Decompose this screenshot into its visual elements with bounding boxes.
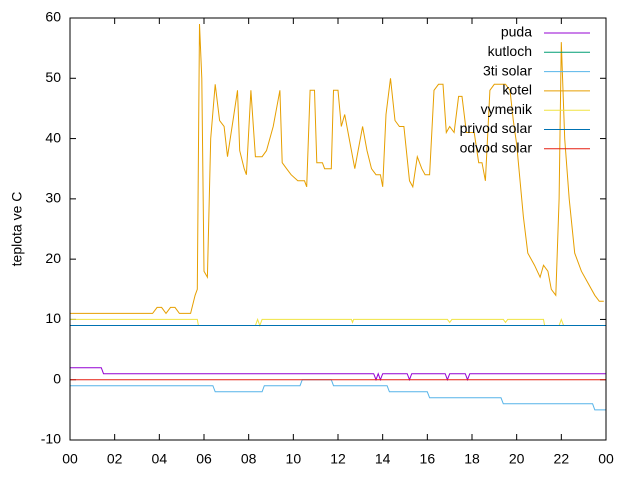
- series-line: [70, 379, 606, 411]
- y-tick-label: 30: [45, 190, 61, 206]
- y-tick-label: 40: [45, 129, 61, 145]
- y-axis-label: teplota ve C: [9, 192, 25, 267]
- x-tick-label: 00: [598, 451, 614, 467]
- legend-label: puda: [501, 24, 532, 40]
- legend-label: vymenik: [481, 101, 533, 117]
- x-tick-label: 22: [554, 451, 570, 467]
- x-tick-label: 12: [330, 451, 346, 467]
- x-tick-label: 14: [375, 451, 391, 467]
- x-tick-label: 00: [62, 451, 78, 467]
- series-line: [70, 317, 606, 327]
- series-line: [70, 367, 606, 382]
- y-tick-label: 60: [45, 9, 61, 25]
- legend-label: privod solar: [460, 120, 533, 136]
- x-tick-label: 20: [509, 451, 525, 467]
- legend-label: 3ti solar: [483, 62, 532, 78]
- legend-label: kutloch: [488, 43, 532, 59]
- x-tick-label: 10: [286, 451, 302, 467]
- x-tick-label: 06: [196, 451, 212, 467]
- y-tick-label: -10: [41, 431, 61, 447]
- x-tick-label: 04: [152, 451, 168, 467]
- series-line: [70, 23, 604, 315]
- y-tick-label: 20: [45, 250, 61, 266]
- x-tick-label: 08: [241, 451, 257, 467]
- legend-label: odvod solar: [460, 140, 533, 156]
- x-tick-label: 18: [464, 451, 480, 467]
- plot-border: [69, 17, 607, 441]
- legend-label: kotel: [502, 82, 532, 98]
- x-tick-label: 02: [107, 451, 123, 467]
- y-tick-label: 50: [45, 69, 61, 85]
- y-tick-label: 0: [53, 370, 61, 386]
- y-tick-label: 10: [45, 310, 61, 326]
- x-tick-label: 16: [420, 451, 436, 467]
